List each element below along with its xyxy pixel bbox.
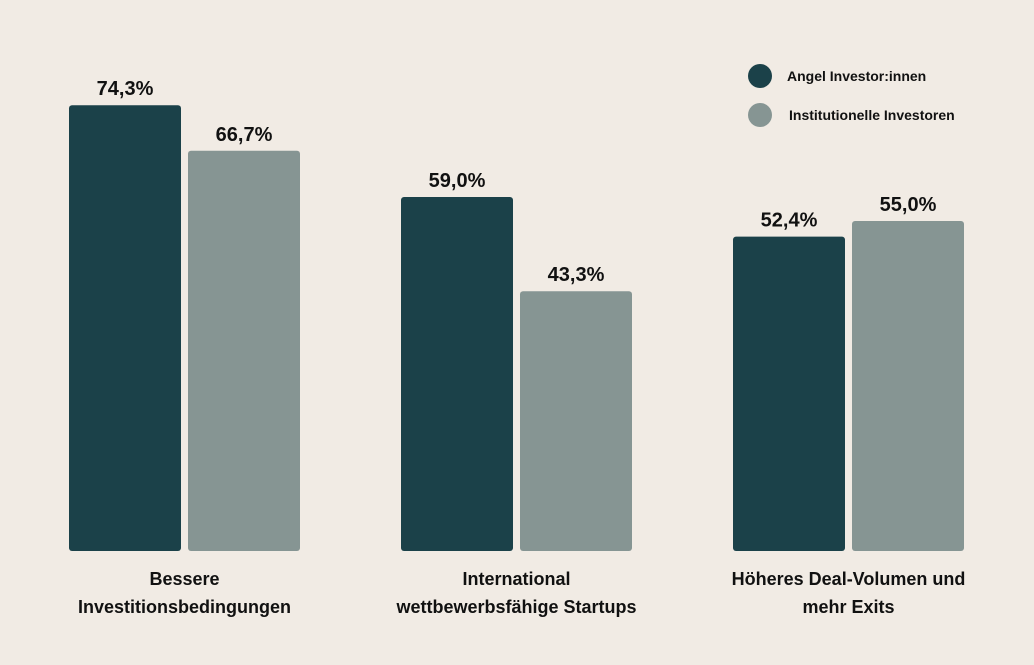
legend-label-angel: Angel Investor:innen [787, 68, 926, 84]
bar-angel-1 [401, 197, 513, 551]
legend-marker-angel [748, 64, 772, 88]
bar-institutional-1 [520, 291, 632, 551]
value-label-angel-1: 59,0% [429, 170, 486, 192]
legend-marker-institutional [748, 103, 772, 127]
value-label-angel-2: 52,4% [761, 210, 818, 232]
legend: Angel Investor:innen Institutionelle Inve… [748, 64, 955, 127]
bar-angel-2 [733, 236, 845, 551]
bar-institutional-2 [852, 221, 964, 551]
category-label-0-line-1: Investitionsbedingungen [78, 597, 291, 617]
category-label-0-line-0: Bessere [149, 569, 219, 589]
category-label-2-line-1: mehr Exits [802, 597, 894, 617]
category-label-1-line-0: International [462, 569, 570, 589]
bar-angel-0 [69, 105, 181, 551]
category-label-1-line-1: wettbewerbsfähige Startups [395, 597, 636, 617]
value-label-angel-0: 74,3% [97, 78, 154, 100]
category-label-2-line-0: Höheres Deal-Volumen und [732, 569, 966, 589]
bar-institutional-0 [188, 150, 300, 552]
legend-label-institutional: Institutionelle Investoren [789, 107, 955, 123]
value-label-institutional-0: 66,7% [216, 124, 273, 146]
value-label-institutional-2: 55,0% [880, 194, 937, 216]
value-label-institutional-1: 43,3% [548, 264, 605, 286]
